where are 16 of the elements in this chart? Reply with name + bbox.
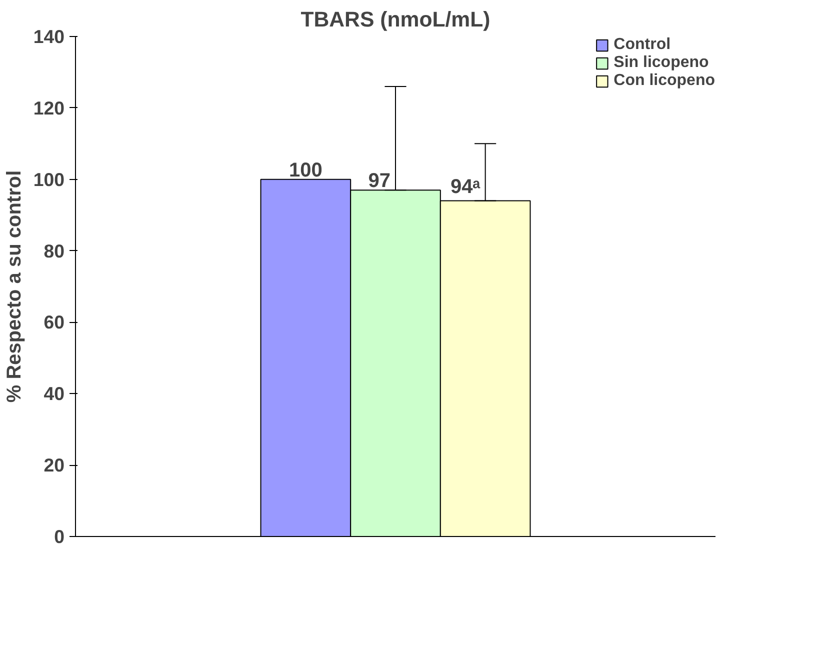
legend-label: Sin licopeno [614,54,709,72]
y-tick-label: 20 [44,454,65,476]
y-tick-label: 0 [54,526,65,547]
data-label: 94ᵃ [450,176,481,198]
y-tick-label: 140 [33,26,65,47]
y-tick-label: 60 [44,312,65,333]
y-axis-title: % Respecto a su control [3,170,26,403]
legend-label: Con licopeno [614,72,715,90]
y-tick-label: 40 [44,383,65,404]
y-tick-label: 80 [44,240,65,262]
chart-title: TBARS (nmoL/mL) [300,8,490,32]
data-label: 100 [288,159,322,182]
y-tick-label: 100 [33,168,65,190]
y-tick-label: 120 [33,97,65,118]
data-label: 97 [368,170,391,192]
legend-label: Control [614,36,671,54]
